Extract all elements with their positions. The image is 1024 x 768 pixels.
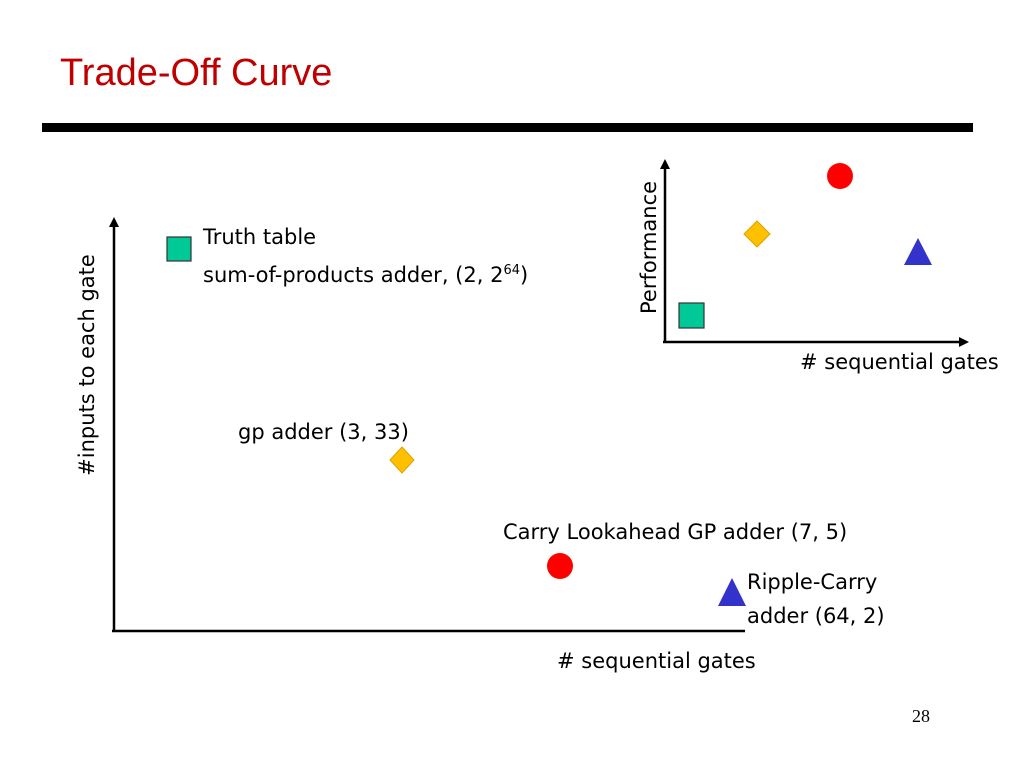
main-x-axis-label: # sequential gates bbox=[557, 649, 756, 673]
truth-table-label-exponent: 64 bbox=[503, 263, 520, 278]
inset-triangle-marker bbox=[904, 238, 932, 265]
inset-y-axis-label: Performance bbox=[637, 180, 661, 314]
truth-table-label-main: sum-of-products adder, (2, 2 bbox=[203, 263, 504, 287]
slide-title: Trade-Off Curve bbox=[60, 52, 333, 94]
ripple-carry-label-line1: Ripple-Carry bbox=[747, 570, 878, 594]
inset-square-marker bbox=[678, 302, 705, 329]
truth-table-label-line1: Truth table bbox=[203, 225, 317, 249]
truth-table-label-end: ) bbox=[519, 263, 529, 287]
carry-lookahead-label: Carry Lookahead GP adder (7, 5) bbox=[503, 520, 848, 544]
inset-x-axis-label: # sequential gates bbox=[800, 350, 999, 374]
truth-table-label-line2: sum-of-products adder, (2, 264) bbox=[203, 255, 528, 291]
ripple-carry-triangle-marker bbox=[718, 578, 746, 606]
gp-adder-label: gp adder (3, 33) bbox=[238, 420, 409, 444]
gp-adder-diamond-marker bbox=[389, 446, 415, 474]
page-number: 28 bbox=[912, 706, 930, 726]
inset-circle-marker bbox=[827, 163, 853, 189]
carry-lookahead-circle-marker bbox=[547, 553, 573, 579]
main-y-axis-label: #inputs to each gate bbox=[75, 254, 99, 476]
title-rule bbox=[42, 123, 973, 132]
inset-diamond-marker bbox=[743, 220, 771, 248]
truth-table-square-marker bbox=[166, 236, 192, 262]
ripple-carry-label-line2: adder (64, 2) bbox=[747, 604, 885, 628]
